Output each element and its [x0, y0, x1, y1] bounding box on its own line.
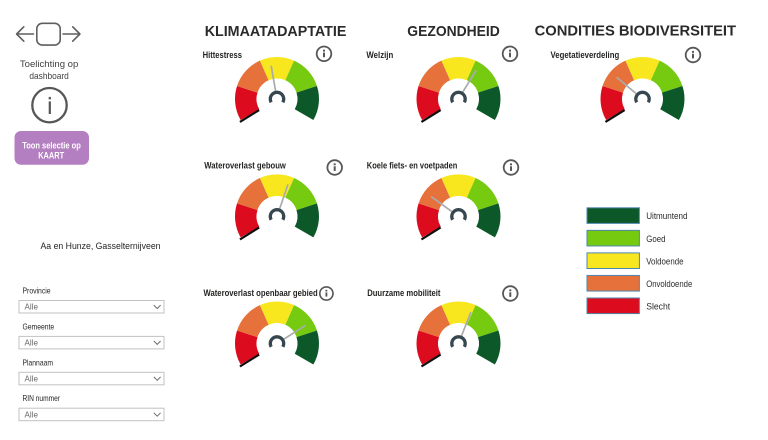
svg-text:CONDITIES BIODIVERSITEIT: CONDITIES BIODIVERSITEIT [535, 24, 736, 40]
svg-text:KLIMAATADAPTATIE: KLIMAATADAPTATIE [205, 24, 347, 40]
svg-text:Koele fiets- en voetpaden: Koele fiets- en voetpaden [367, 160, 458, 170]
svg-text:KAART: KAART [38, 150, 64, 160]
svg-text:Duurzame mobiliteit: Duurzame mobiliteit [367, 288, 440, 298]
svg-text:Hittestress: Hittestress [203, 50, 242, 60]
svg-text:Voldoende: Voldoende [646, 256, 683, 266]
svg-text:Onvoldoende: Onvoldoende [646, 279, 692, 289]
svg-text:Wateroverlast gebouw: Wateroverlast gebouw [204, 160, 286, 170]
svg-text:Gemeente: Gemeente [23, 321, 55, 331]
svg-text:Uitmuntend: Uitmuntend [646, 211, 687, 221]
svg-text:Alle: Alle [25, 410, 39, 419]
svg-text:GEZONDHEID: GEZONDHEID [407, 24, 500, 40]
svg-text:Alle: Alle [25, 303, 39, 312]
svg-text:Alle: Alle [25, 339, 39, 348]
svg-text:Provincie: Provincie [23, 286, 51, 296]
svg-text:RIN nummer: RIN nummer [23, 393, 61, 403]
svg-text:Slecht: Slecht [646, 301, 671, 311]
svg-text:Plannaam: Plannaam [23, 357, 54, 367]
svg-text:Toelichting op: Toelichting op [20, 59, 78, 69]
svg-text:Welzijn: Welzijn [366, 50, 393, 60]
svg-text:Aa en Hunze, Gasselternijveen: Aa en Hunze, Gasselternijveen [41, 241, 161, 252]
svg-text:Vegetatieverdeling: Vegetatieverdeling [551, 50, 620, 60]
svg-text:Goed: Goed [646, 234, 665, 244]
svg-text:Alle: Alle [25, 375, 39, 384]
svg-text:Toon selectie op: Toon selectie op [22, 140, 81, 150]
svg-text:dashboard: dashboard [29, 71, 68, 81]
svg-text:Wateroverlast openbaar gebied: Wateroverlast openbaar gebied [204, 288, 318, 298]
